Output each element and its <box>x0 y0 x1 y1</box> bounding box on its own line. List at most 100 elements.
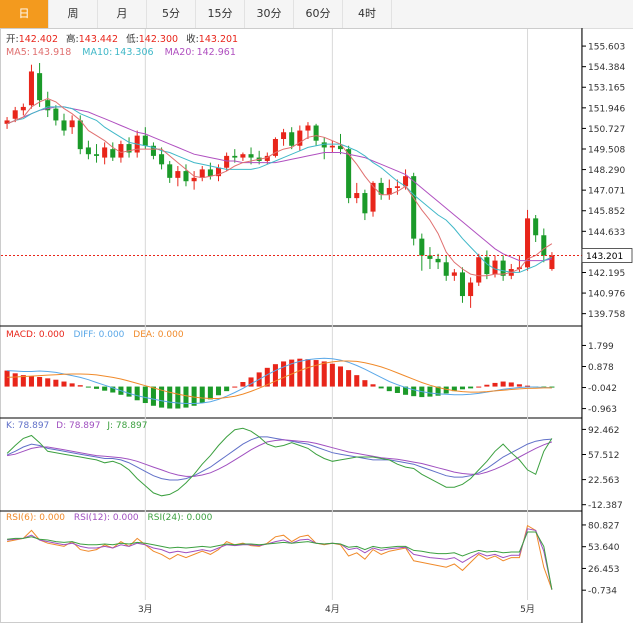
candle-body-5 <box>45 100 51 111</box>
candle-body-33 <box>272 139 278 156</box>
rsi-y-axis: 80.827 53.640 26.453 -0.734 <box>582 521 620 597</box>
macd-bar-62 <box>508 382 514 387</box>
tab-4hour[interactable]: 4时 <box>343 0 392 28</box>
candle-body-9 <box>77 120 83 150</box>
macd-bar-53 <box>435 386 441 396</box>
x-tick-label-2: 5月 <box>520 604 535 615</box>
date-x-axis: 3月 4月 5月 <box>138 604 535 615</box>
candle-body-64 <box>525 218 531 268</box>
macd-bar-6 <box>53 379 59 387</box>
candle-body-66 <box>541 235 547 256</box>
macd-bar-13 <box>110 386 116 393</box>
candle-body-67 <box>549 255 555 270</box>
candle-body-65 <box>533 218 539 236</box>
candle-body-41 <box>337 145 344 150</box>
macd-bar-37 <box>305 359 311 387</box>
macd-bar-38 <box>313 360 319 387</box>
candle-body-24 <box>199 169 205 178</box>
candle-body-8 <box>69 120 75 128</box>
candle-body-6 <box>53 108 59 121</box>
candle-body-32 <box>264 155 270 161</box>
macd-tick-label-3: -0.963 <box>588 405 617 415</box>
macd-bar-67 <box>549 386 555 388</box>
tab-week[interactable]: 周 <box>49 0 98 28</box>
candle-body-50 <box>411 176 417 239</box>
macd-bar-16 <box>134 386 140 401</box>
dea-line <box>7 360 552 399</box>
candle-body-42 <box>346 149 352 199</box>
candle-body-12 <box>102 147 108 158</box>
candle-body-21 <box>175 171 181 178</box>
rsi-tick-label-0: 80.827 <box>588 521 620 531</box>
tab-day[interactable]: 日 <box>0 0 49 28</box>
x-tick-label-0: 3月 <box>138 604 153 615</box>
price-tick-label-5: 149.508 <box>588 146 625 156</box>
macd-bar-24 <box>199 386 205 404</box>
price-tick-label-12: 139.758 <box>588 310 625 320</box>
candle-body-23 <box>191 177 197 182</box>
tab-60min[interactable]: 60分 <box>294 0 343 28</box>
candle-body-38 <box>313 125 319 141</box>
macd-bar-55 <box>451 386 457 392</box>
rsi-tick-label-3: -0.734 <box>588 587 617 597</box>
macd-bar-46 <box>378 386 384 389</box>
ma20-line <box>6 106 553 262</box>
macd-bar-26 <box>215 386 222 396</box>
d-line <box>7 439 553 477</box>
rsi-info: RSI(6): 0.000 RSI(12): 0.000 RSI(24): 0.… <box>6 513 213 523</box>
macd-bar-33 <box>272 364 278 387</box>
macd-bar-34 <box>281 361 287 387</box>
ma10-line <box>6 106 553 273</box>
candle-body-7 <box>61 120 67 131</box>
candle-body-45 <box>370 182 376 212</box>
candle-body-13 <box>110 149 116 158</box>
candle-body-29 <box>240 154 246 158</box>
tab-30min[interactable]: 30分 <box>245 0 294 28</box>
macd-bar-44 <box>362 380 368 387</box>
candlestick-series <box>4 63 555 308</box>
rsi-tick-label-1: 53.640 <box>588 543 620 553</box>
price-y-axis: 155.603 154.384 153.165 151.946 150.727 149.5… <box>582 43 625 320</box>
macd-tick-label-1: 0.878 <box>588 363 614 373</box>
macd-histogram <box>4 358 555 409</box>
diff-line <box>7 357 552 404</box>
kdj-tick-label-3: -12.387 <box>588 501 623 511</box>
candle-body-1 <box>12 110 18 119</box>
tab-15min[interactable]: 15分 <box>196 0 245 28</box>
candle-body-56 <box>459 272 465 297</box>
price-tick-label-0: 155.603 <box>588 43 625 53</box>
kdj-y-axis: 92.462 57.512 22.563 -12.387 <box>582 426 623 511</box>
tab-5min[interactable]: 5分 <box>147 0 196 28</box>
macd-bar-41 <box>337 366 344 387</box>
stock-chart[interactable]: 155.603 154.384 153.165 151.946 150.727 149.5… <box>0 28 633 624</box>
candle-body-58 <box>476 257 482 283</box>
kdj-tick-label-0: 92.462 <box>588 426 620 436</box>
candle-body-48 <box>394 186 400 188</box>
macd-bar-18 <box>150 386 156 406</box>
candle-body-43 <box>354 193 360 199</box>
macd-y-axis: 1.799 0.878 -0.042 -0.963 <box>582 342 617 415</box>
macd-bar-5 <box>45 378 51 387</box>
rsi12-line <box>7 528 553 590</box>
macd-bar-39 <box>321 361 327 387</box>
macd-bar-45 <box>370 384 376 387</box>
macd-info: MACD: 0.000 DIFF: 0.000 DEA: 0.000 <box>6 330 184 340</box>
macd-bar-28 <box>232 386 238 388</box>
candle-body-19 <box>159 154 165 165</box>
macd-bar-3 <box>28 376 34 387</box>
rsi24-line <box>7 531 553 590</box>
j-line <box>6 427 553 497</box>
kdj-lines <box>6 427 553 497</box>
macd-bar-21 <box>175 386 181 409</box>
rsi6-line <box>7 524 553 590</box>
grid-lines <box>0 28 583 623</box>
macd-bar-19 <box>159 386 165 408</box>
candle-body-55 <box>451 272 457 276</box>
tab-month[interactable]: 月 <box>98 0 147 28</box>
macd-bar-50 <box>411 386 417 397</box>
candle-body-27 <box>224 155 230 168</box>
price-tick-label-9: 144.633 <box>588 228 625 238</box>
candle-body-22 <box>183 171 189 182</box>
candle-body-57 <box>468 282 474 297</box>
macd-bar-49 <box>403 386 409 395</box>
